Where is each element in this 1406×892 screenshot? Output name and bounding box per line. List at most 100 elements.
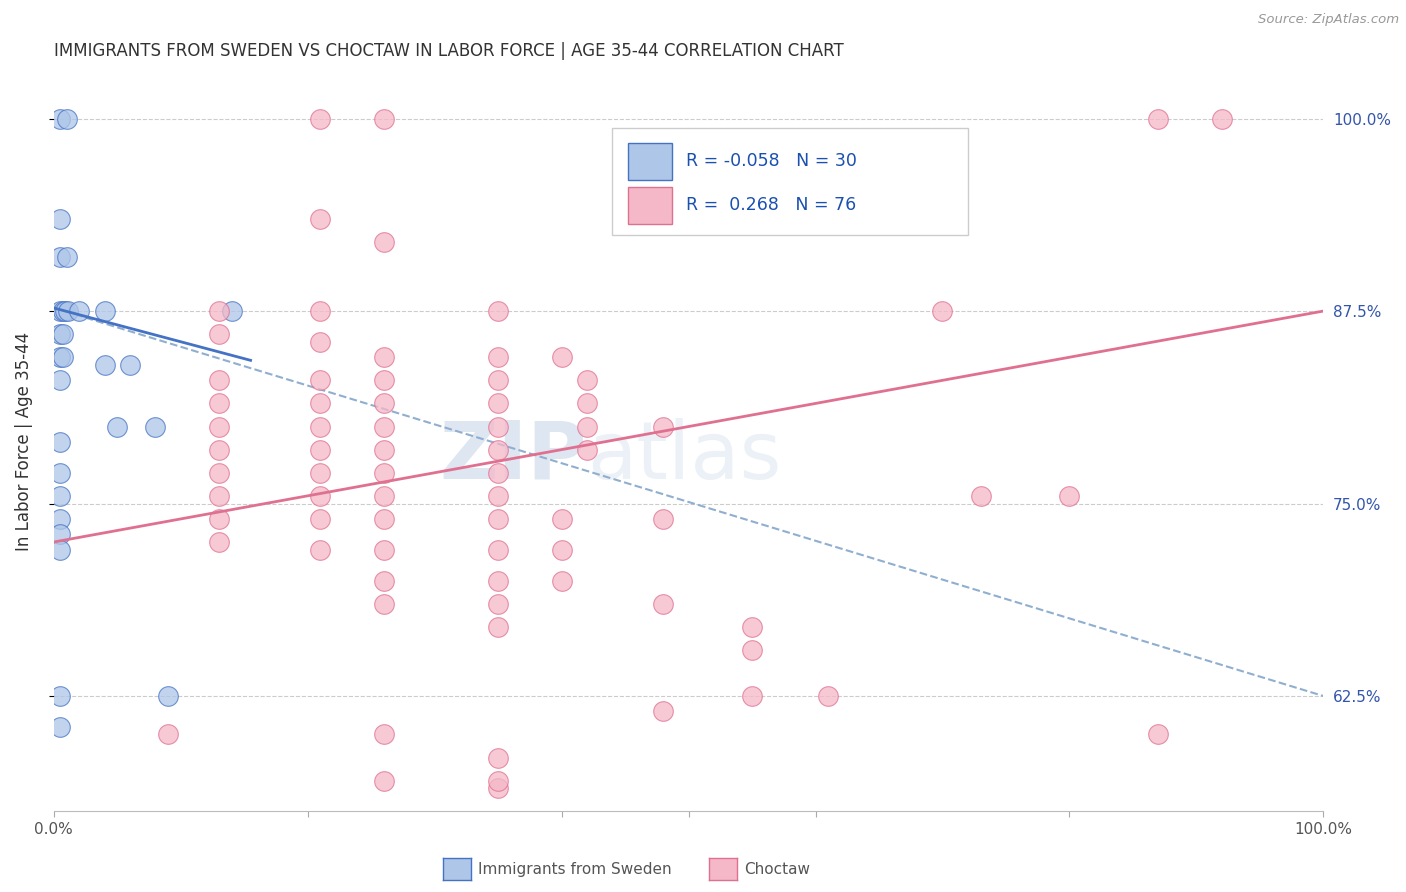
Point	[49, 373, 72, 387]
Point	[373, 727, 395, 741]
Text: ZIP: ZIP	[440, 417, 586, 496]
Point	[208, 512, 231, 526]
Point	[373, 512, 395, 526]
Point	[373, 489, 395, 503]
Point	[118, 358, 141, 372]
FancyBboxPatch shape	[613, 128, 967, 235]
Point	[486, 304, 509, 318]
Point	[486, 620, 509, 634]
Point	[486, 512, 509, 526]
Point	[49, 512, 72, 526]
Text: IMMIGRANTS FROM SWEDEN VS CHOCTAW IN LABOR FORCE | AGE 35-44 CORRELATION CHART: IMMIGRANTS FROM SWEDEN VS CHOCTAW IN LAB…	[53, 42, 844, 60]
Point	[309, 304, 332, 318]
Point	[49, 327, 72, 342]
Point	[486, 750, 509, 764]
Point	[49, 304, 72, 318]
Point	[486, 419, 509, 434]
Point	[550, 351, 572, 365]
Point	[1147, 112, 1170, 126]
Point	[105, 419, 128, 434]
Point	[49, 112, 72, 126]
Text: R = -0.058   N = 30: R = -0.058 N = 30	[686, 153, 856, 170]
Text: atlas: atlas	[586, 417, 782, 496]
Point	[1147, 727, 1170, 741]
Point	[309, 512, 332, 526]
Point	[145, 419, 167, 434]
Point	[49, 720, 72, 734]
Point	[309, 489, 332, 503]
Point	[373, 597, 395, 611]
Point	[550, 574, 572, 588]
Point	[309, 466, 332, 480]
Point	[208, 373, 231, 387]
Text: Immigrants from Sweden: Immigrants from Sweden	[478, 863, 672, 877]
Point	[67, 304, 90, 318]
Point	[49, 250, 72, 264]
Point	[208, 304, 231, 318]
Point	[550, 542, 572, 557]
Text: Choctaw: Choctaw	[744, 863, 810, 877]
Point	[157, 689, 180, 703]
Point	[486, 442, 509, 457]
Point	[309, 211, 332, 226]
Point	[93, 358, 115, 372]
Point	[741, 620, 763, 634]
Point	[652, 597, 675, 611]
Point	[309, 396, 332, 410]
Point	[309, 334, 332, 349]
Point	[1211, 112, 1233, 126]
Point	[486, 773, 509, 788]
Point	[652, 704, 675, 718]
Point	[208, 489, 231, 503]
Point	[550, 512, 572, 526]
Point	[373, 351, 395, 365]
Point	[52, 304, 75, 318]
Point	[1059, 489, 1081, 503]
Point	[373, 542, 395, 557]
Point	[575, 442, 598, 457]
Point	[373, 466, 395, 480]
Point	[208, 396, 231, 410]
Point	[575, 419, 598, 434]
Y-axis label: In Labor Force | Age 35-44: In Labor Force | Age 35-44	[15, 333, 32, 551]
Point	[55, 250, 77, 264]
Point	[373, 442, 395, 457]
Point	[486, 396, 509, 410]
Point	[575, 373, 598, 387]
Point	[49, 527, 72, 541]
Point	[56, 304, 79, 318]
Point	[208, 466, 231, 480]
FancyBboxPatch shape	[627, 187, 672, 224]
Point	[931, 304, 953, 318]
Point	[817, 689, 839, 703]
Point	[486, 574, 509, 588]
Point	[52, 351, 75, 365]
Point	[208, 327, 231, 342]
Point	[486, 542, 509, 557]
Point	[208, 419, 231, 434]
Point	[49, 351, 72, 365]
Point	[52, 327, 75, 342]
Point	[309, 373, 332, 387]
Point	[373, 235, 395, 249]
Point	[208, 535, 231, 549]
Point	[486, 373, 509, 387]
Point	[309, 442, 332, 457]
Point	[652, 512, 675, 526]
Point	[486, 489, 509, 503]
Point	[373, 112, 395, 126]
Point	[49, 489, 72, 503]
Point	[49, 434, 72, 449]
Point	[575, 396, 598, 410]
Point	[309, 419, 332, 434]
Point	[652, 419, 675, 434]
Text: Source: ZipAtlas.com: Source: ZipAtlas.com	[1258, 13, 1399, 27]
Point	[373, 773, 395, 788]
FancyBboxPatch shape	[627, 143, 672, 179]
Point	[373, 574, 395, 588]
Point	[49, 211, 72, 226]
Point	[486, 781, 509, 796]
Point	[309, 112, 332, 126]
Point	[373, 419, 395, 434]
Point	[486, 597, 509, 611]
